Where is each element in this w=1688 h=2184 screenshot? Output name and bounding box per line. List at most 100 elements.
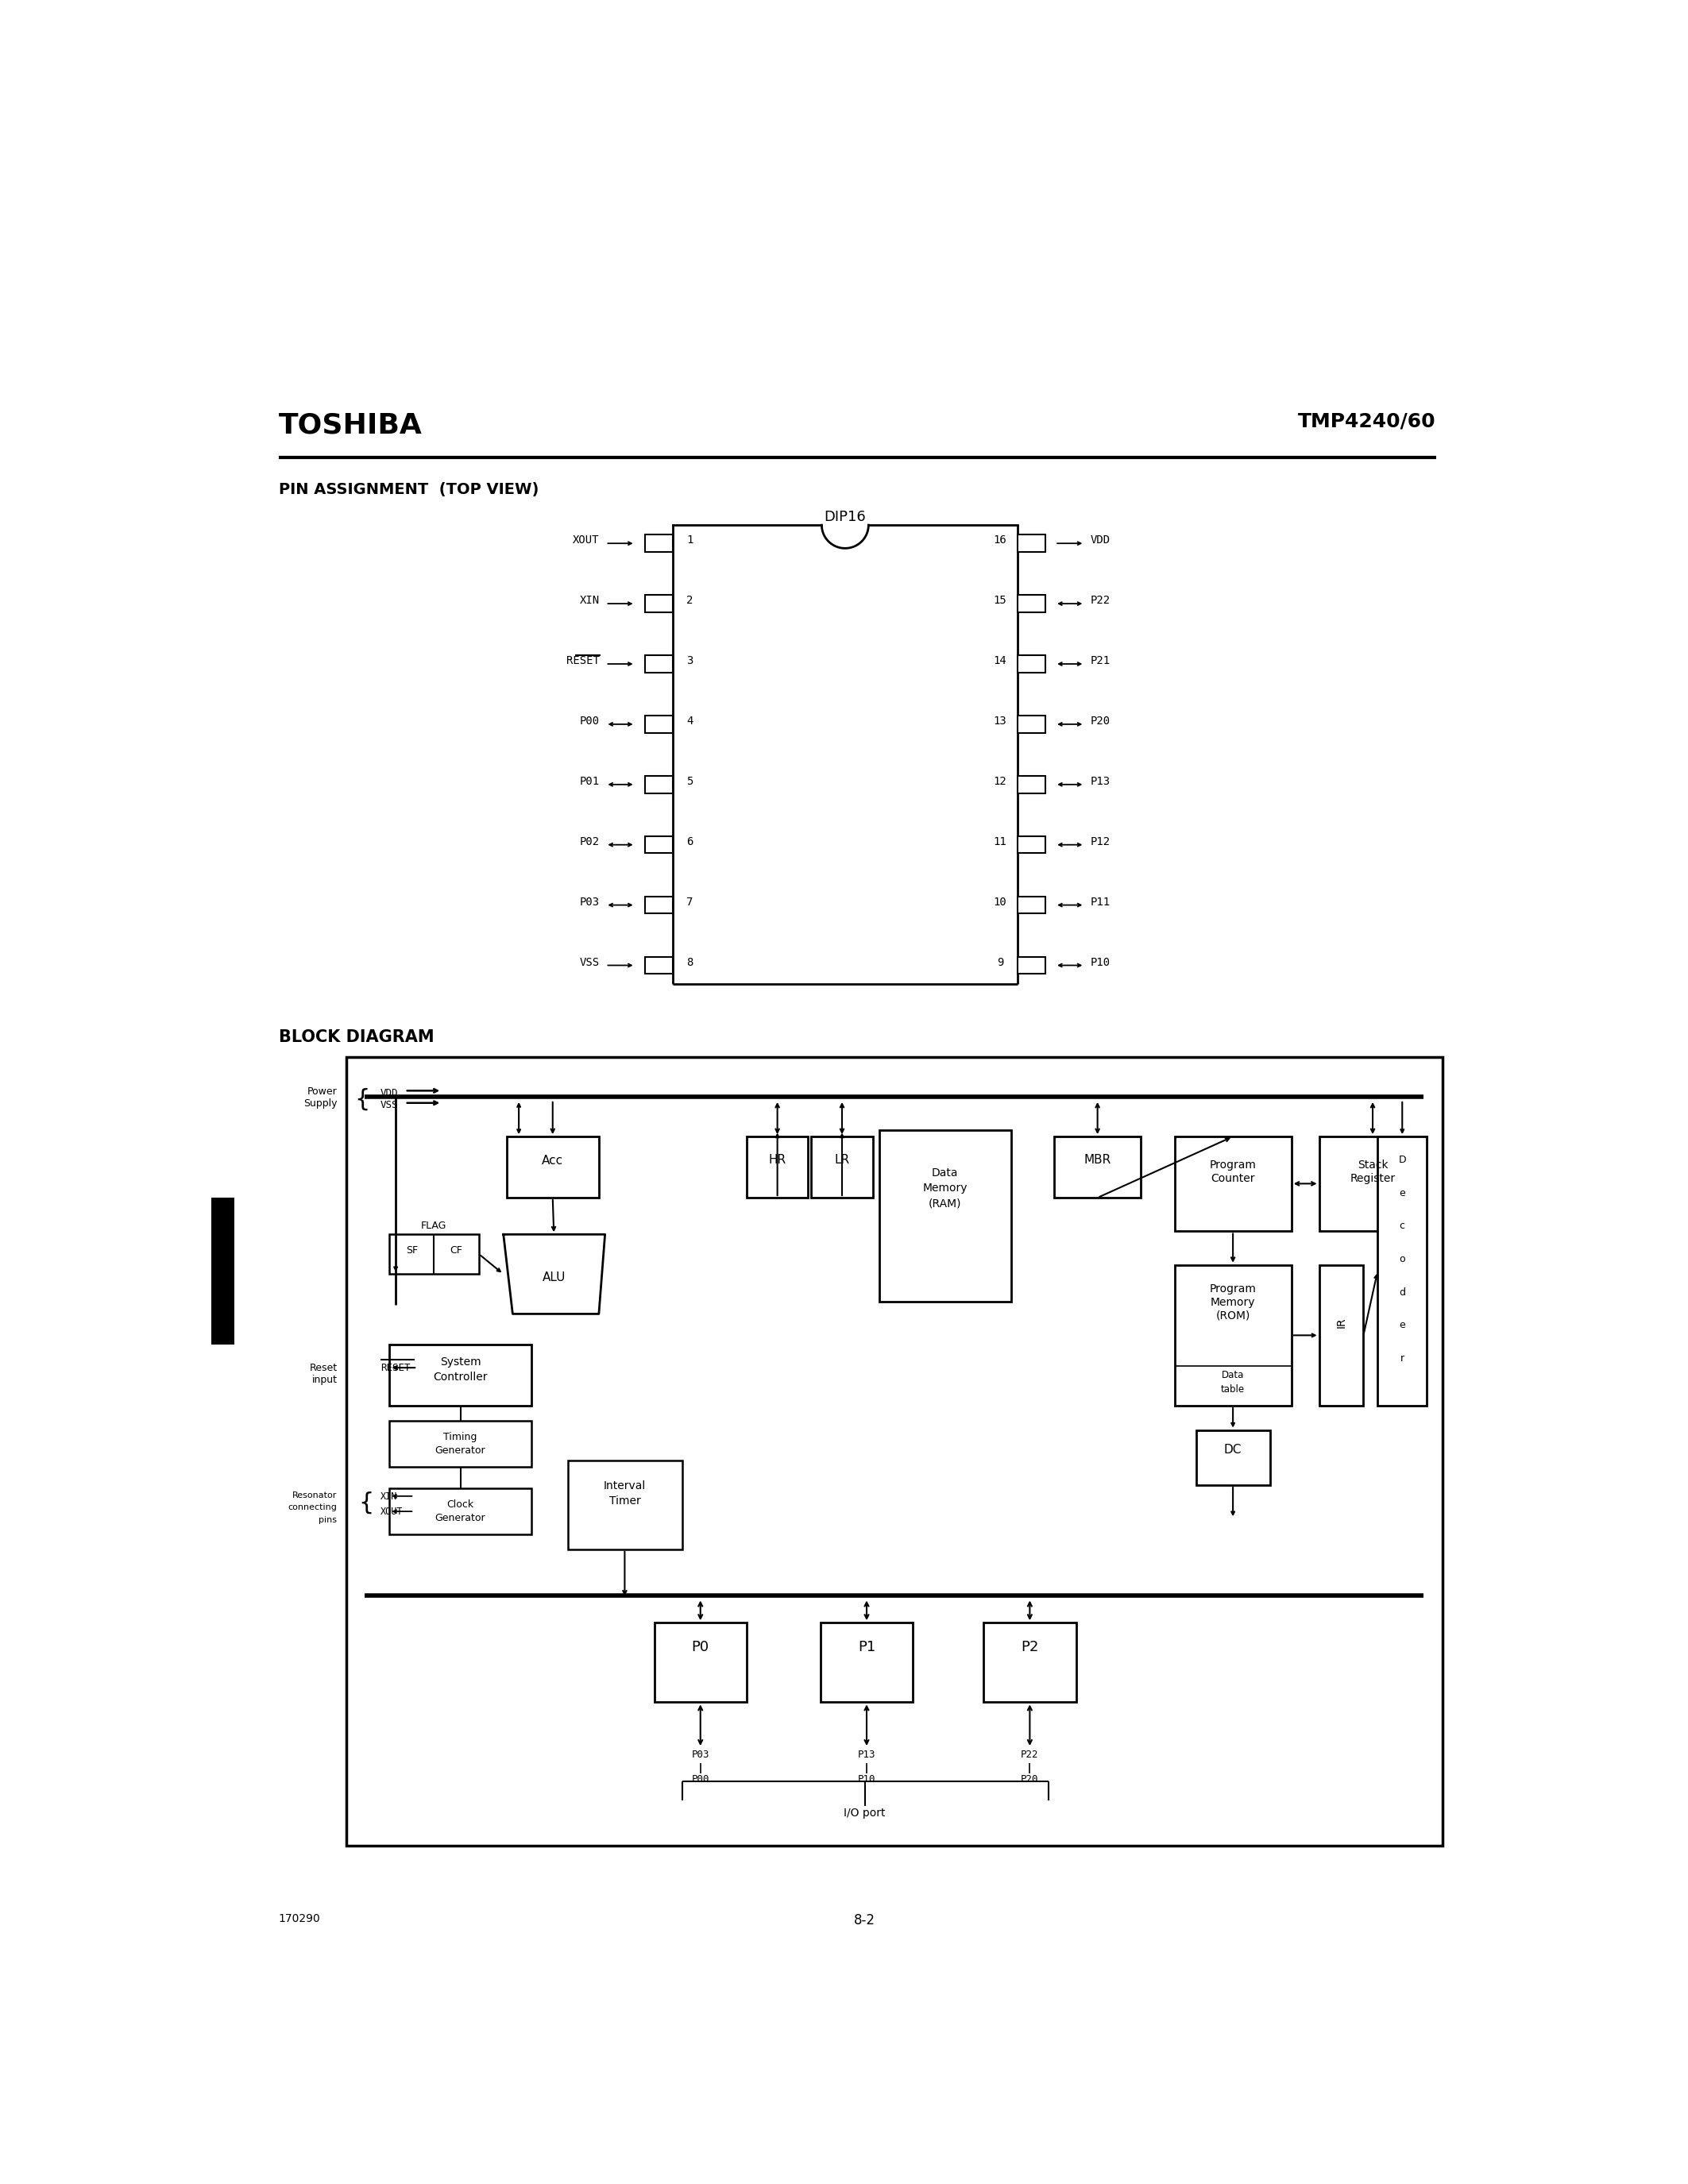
Text: D: D	[1398, 1155, 1406, 1166]
Text: P01: P01	[579, 775, 599, 786]
Bar	[820, 1623, 913, 1701]
Text: 2: 2	[687, 594, 694, 607]
Text: Controller: Controller	[434, 1372, 488, 1382]
Text: P10: P10	[1090, 957, 1111, 968]
Text: Timing: Timing	[444, 1433, 478, 1441]
Text: Data: Data	[1222, 1369, 1244, 1380]
Text: 15: 15	[994, 594, 1006, 607]
Bar	[390, 1234, 479, 1273]
Bar	[645, 655, 674, 673]
Text: 8: 8	[687, 957, 694, 968]
Text: P2: P2	[1021, 1640, 1038, 1653]
Text: TOSHIBA: TOSHIBA	[279, 413, 422, 439]
Text: VDD: VDD	[1090, 535, 1111, 546]
Text: 8-2: 8-2	[854, 1913, 876, 1928]
Text: Counter: Counter	[1210, 1173, 1254, 1184]
Text: P13: P13	[858, 1749, 876, 1760]
Bar	[1018, 895, 1045, 913]
Polygon shape	[503, 1234, 604, 1315]
Text: Program: Program	[1210, 1160, 1256, 1171]
Text: P1: P1	[858, 1640, 876, 1653]
Text: Generator: Generator	[436, 1446, 486, 1457]
Bar	[984, 1623, 1075, 1701]
Text: pins: pins	[319, 1516, 338, 1524]
Text: P13: P13	[1090, 775, 1111, 786]
Text: XOUT: XOUT	[572, 535, 599, 546]
Text: 16: 16	[994, 535, 1006, 546]
Bar	[1377, 1136, 1426, 1406]
Text: Interval: Interval	[604, 1481, 647, 1492]
Text: r: r	[1401, 1354, 1404, 1363]
Text: Program: Program	[1210, 1284, 1256, 1295]
Bar	[1197, 1431, 1269, 1485]
Text: 10: 10	[994, 895, 1006, 909]
Bar	[645, 836, 674, 854]
Text: 1: 1	[687, 535, 694, 546]
Text: MBR: MBR	[1084, 1153, 1111, 1166]
Bar	[645, 775, 674, 793]
Text: Register: Register	[1350, 1173, 1396, 1184]
Text: 170290: 170290	[279, 1913, 321, 1924]
Text: P11: P11	[1090, 895, 1111, 909]
Text: table: table	[1220, 1385, 1246, 1396]
Text: BLOCK DIAGRAM: BLOCK DIAGRAM	[279, 1029, 434, 1046]
Bar	[1018, 716, 1045, 734]
Bar	[1018, 957, 1045, 974]
Text: FLAG: FLAG	[420, 1221, 447, 1232]
Text: Power: Power	[307, 1085, 338, 1096]
Text: 11: 11	[994, 836, 1006, 847]
Bar	[645, 895, 674, 913]
Text: 5: 5	[687, 775, 694, 786]
Bar	[655, 1623, 746, 1701]
Text: P21: P21	[1090, 655, 1111, 666]
Text: RESET: RESET	[565, 655, 599, 666]
Text: P00: P00	[579, 716, 599, 727]
Text: e: e	[1399, 1319, 1406, 1330]
Text: Generator: Generator	[436, 1514, 486, 1522]
Text: Clock: Clock	[447, 1498, 474, 1509]
Text: IR: IR	[1335, 1317, 1347, 1328]
Bar	[390, 1487, 532, 1533]
Text: I/O port: I/O port	[844, 1808, 886, 1819]
Bar	[879, 1131, 1011, 1302]
Text: {: {	[358, 1492, 373, 1514]
Text: XIN: XIN	[579, 594, 599, 607]
Text: Stack: Stack	[1357, 1160, 1388, 1171]
Bar	[1018, 535, 1045, 553]
Text: Memory: Memory	[1210, 1297, 1256, 1308]
Text: Reset: Reset	[309, 1363, 338, 1374]
Bar	[1018, 836, 1045, 854]
Text: P22: P22	[1021, 1749, 1038, 1760]
Text: DC: DC	[1224, 1444, 1242, 1455]
Text: Memory: Memory	[922, 1182, 967, 1192]
Text: RESET: RESET	[380, 1363, 410, 1374]
Text: Data: Data	[932, 1166, 959, 1177]
Text: DIP16: DIP16	[824, 509, 866, 524]
Text: P00: P00	[692, 1773, 709, 1784]
Text: 7: 7	[687, 895, 694, 909]
Bar	[569, 1461, 682, 1548]
Bar	[211, 1197, 235, 1345]
Text: P22: P22	[1090, 594, 1111, 607]
Bar	[390, 1345, 532, 1406]
Text: CF: CF	[449, 1245, 463, 1256]
Bar	[645, 716, 674, 734]
Text: e: e	[1399, 1188, 1406, 1199]
Text: (ROM): (ROM)	[1215, 1310, 1251, 1321]
Text: Acc: Acc	[542, 1155, 564, 1166]
Text: input: input	[312, 1376, 338, 1385]
Text: VSS: VSS	[380, 1101, 398, 1109]
Bar	[645, 594, 674, 612]
Text: Resonator: Resonator	[292, 1492, 338, 1498]
Bar	[1018, 655, 1045, 673]
Text: HR: HR	[768, 1153, 787, 1166]
Bar	[390, 1422, 532, 1468]
Text: P03: P03	[692, 1749, 709, 1760]
Bar	[1018, 594, 1045, 612]
Bar	[1175, 1136, 1291, 1232]
Text: 9: 9	[998, 957, 1004, 968]
Text: ALU: ALU	[542, 1271, 565, 1282]
Bar	[645, 957, 674, 974]
Bar	[346, 1057, 1442, 1845]
Text: P10: P10	[858, 1773, 876, 1784]
